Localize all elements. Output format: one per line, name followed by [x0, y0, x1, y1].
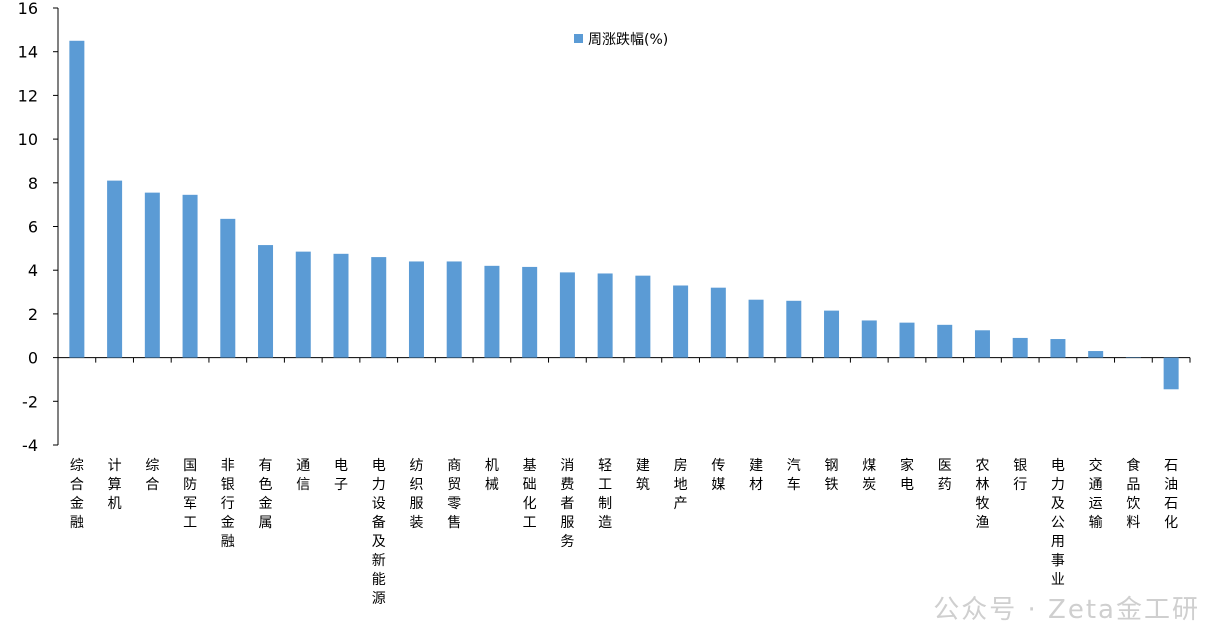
category-label: 综合金融 — [70, 458, 84, 531]
legend-swatch — [574, 34, 583, 43]
bar-chart-svg: -4 -2 0 2 4 6 8 10 12 14 16 综合金融 计算机 综合 国防军工 非银行金融 有色金属 通… — [18, 0, 1191, 607]
bar — [446, 261, 462, 358]
category-label: 交通运输 — [1089, 457, 1103, 531]
bar — [69, 40, 85, 358]
bar — [748, 299, 764, 358]
bar — [559, 272, 575, 358]
watermark: 公众号 · Zeta金工研 — [933, 595, 1200, 625]
bar — [861, 320, 877, 358]
bar — [1163, 357, 1179, 390]
bar — [1088, 351, 1104, 358]
bar — [597, 273, 613, 358]
bar — [333, 253, 349, 358]
category-label: 有色金属 — [259, 458, 273, 531]
bar — [144, 192, 160, 358]
y-tick-label: 0 — [28, 349, 38, 368]
y-tick-label: 6 — [28, 218, 38, 237]
category-label: 电力设备及新能源 — [372, 458, 386, 607]
legend-label: 周涨跌幅(%) — [588, 32, 668, 48]
bar — [974, 330, 990, 358]
category-label: 非银行金融 — [221, 458, 235, 550]
bar — [220, 218, 236, 358]
y-tick-label: -2 — [22, 392, 38, 411]
bar — [522, 266, 538, 358]
bar — [635, 275, 651, 358]
category-label: 建筑 — [636, 458, 650, 493]
y-tick-label: 8 — [28, 174, 38, 193]
bar — [824, 310, 840, 358]
y-tick-label: 2 — [28, 305, 38, 324]
y-tick-label: -4 — [22, 436, 38, 455]
chart: -4 -2 0 2 4 6 8 10 12 14 16 综合金融 计算机 综合 国防军工 非银行金融 有色金属 通… — [18, 0, 1191, 607]
bar — [371, 257, 387, 358]
category-label: 商贸零售 — [447, 458, 461, 531]
bar — [182, 194, 198, 358]
bar — [258, 245, 274, 358]
bar — [899, 322, 915, 358]
bar — [710, 287, 726, 358]
category-label: 机械 — [485, 458, 499, 493]
category-label: 钢铁 — [825, 458, 839, 493]
category-label: 轻工制造 — [598, 458, 612, 531]
y-tick-label: 16 — [18, 0, 38, 18]
category-label: 基础化工 — [523, 457, 537, 531]
category-label: 计算机 — [108, 458, 122, 512]
category-label: 传媒 — [711, 458, 725, 493]
category-label: 综合 — [145, 458, 159, 493]
category-label: 通信 — [296, 458, 310, 493]
bar — [673, 285, 689, 358]
bar — [937, 324, 953, 358]
category-label: 石油石化 — [1164, 458, 1178, 531]
y-tick-label: 4 — [28, 261, 38, 280]
category-label: 电力及公用事业 — [1051, 458, 1065, 588]
category-label: 银行 — [1013, 458, 1027, 493]
y-tick-label: 10 — [18, 130, 38, 149]
category-label: 家电 — [900, 457, 914, 493]
bar — [1050, 339, 1066, 358]
category-label: 农林牧渔 — [975, 458, 989, 531]
category-label: 电子 — [334, 458, 348, 493]
bar — [786, 300, 802, 358]
category-label: 纺织服装 — [409, 458, 423, 531]
bar — [1012, 337, 1028, 358]
category-label: 医药 — [938, 458, 952, 493]
bar — [484, 265, 500, 358]
y-tick-label: 14 — [18, 43, 38, 62]
category-label: 建材 — [749, 458, 763, 493]
bar — [295, 251, 311, 358]
category-label: 国防军工 — [183, 458, 197, 531]
category-label: 房地产 — [674, 458, 688, 512]
category-label: 食品饮料 — [1126, 457, 1140, 531]
category-label: 消费者服务 — [560, 458, 574, 550]
bar — [408, 261, 424, 358]
bar — [1125, 357, 1141, 358]
category-label: 煤炭 — [862, 458, 876, 493]
category-label: 汽车 — [787, 458, 801, 493]
bar — [107, 180, 123, 358]
y-tick-label: 12 — [18, 86, 38, 105]
